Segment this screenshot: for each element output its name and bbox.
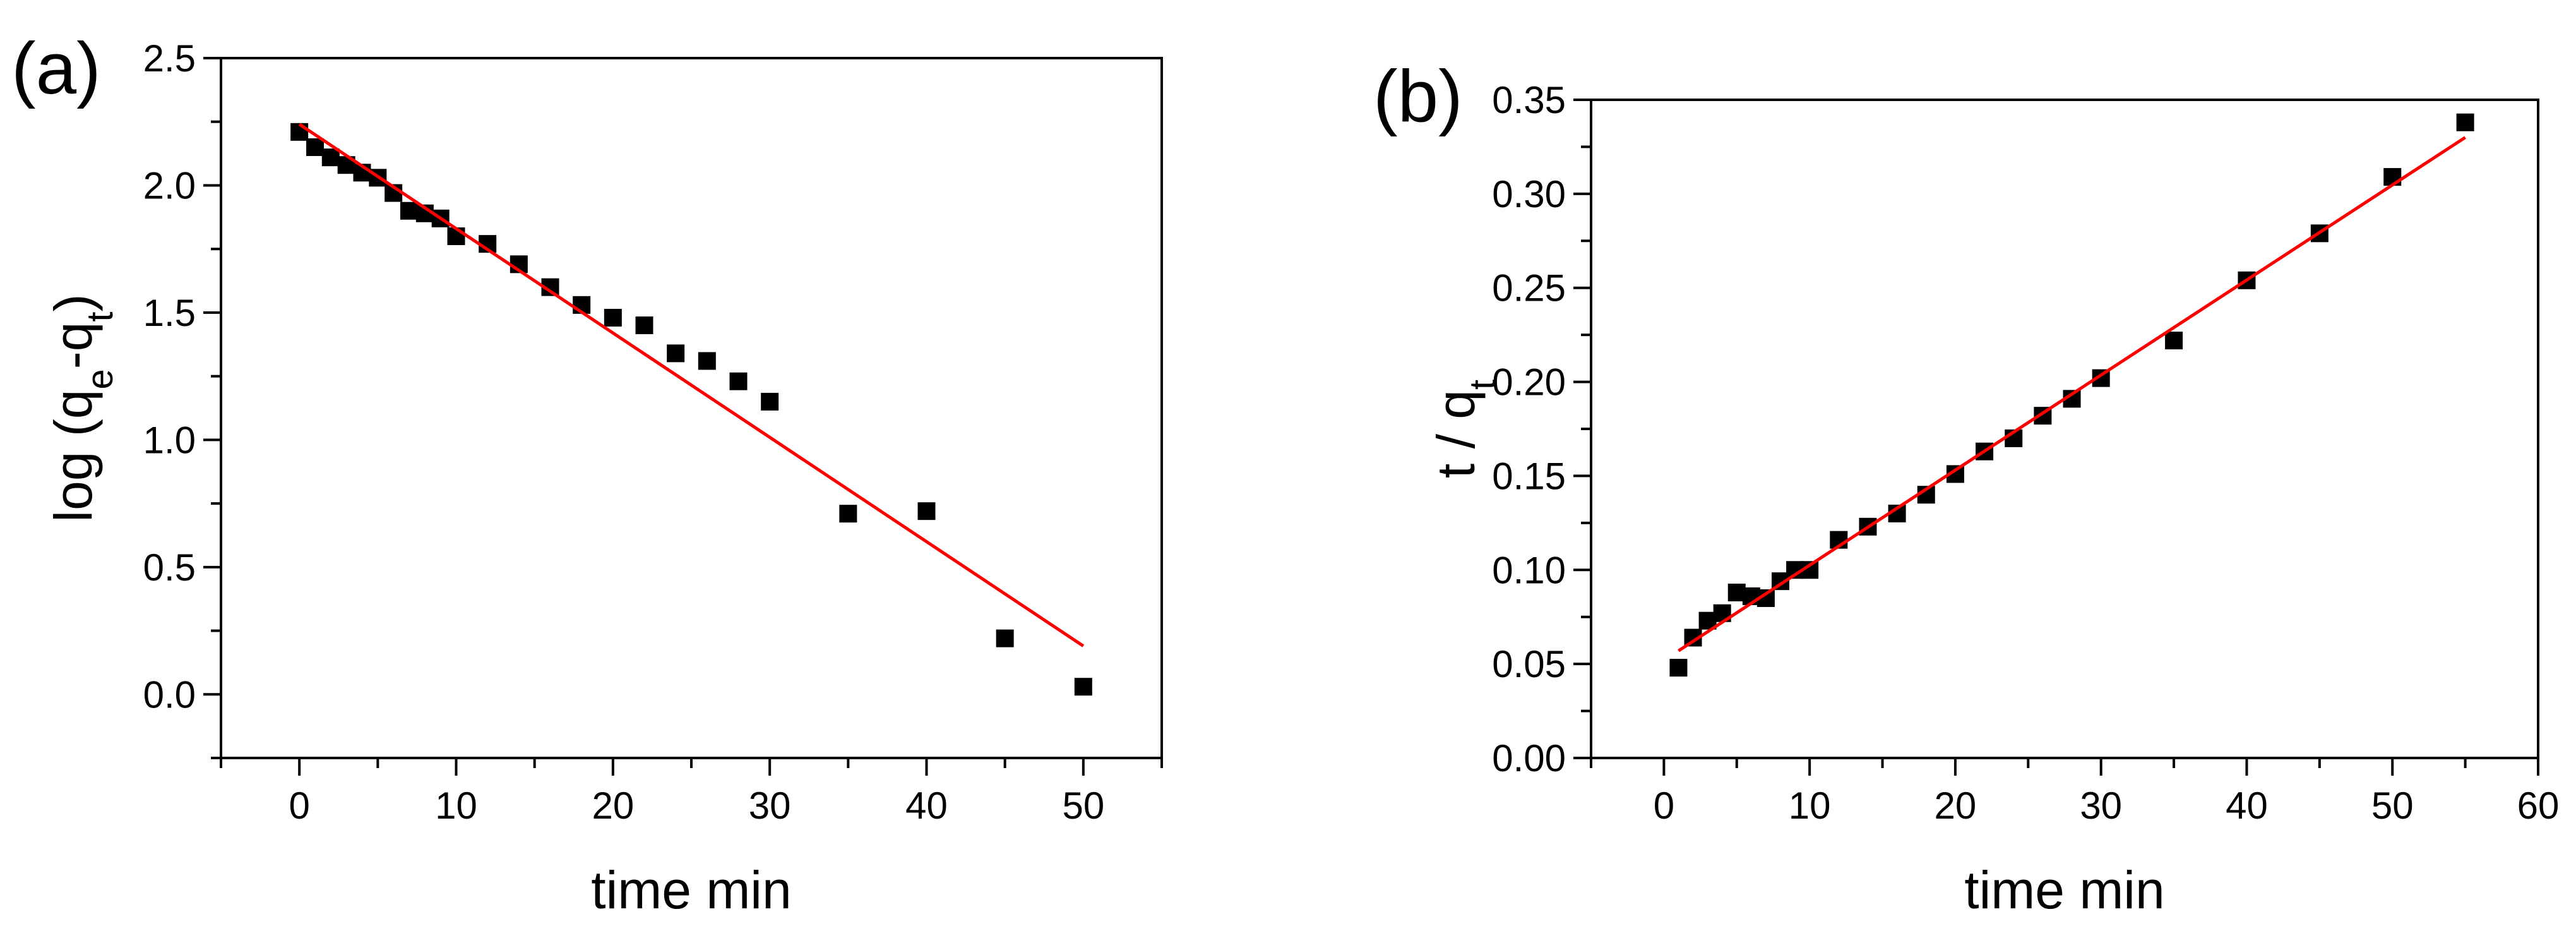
y-axis-title: t / qt bbox=[1426, 380, 1503, 478]
x-tick-label: 10 bbox=[1789, 785, 1831, 827]
x-axis-ticks bbox=[1590, 758, 2539, 776]
panel-label: (a) bbox=[11, 27, 101, 109]
y-tick-label: 0.10 bbox=[1492, 549, 1566, 591]
y-tick-label: 0.05 bbox=[1492, 643, 1566, 685]
data-point bbox=[1669, 659, 1688, 677]
y-tick-label: 0.0 bbox=[143, 673, 196, 716]
x-tick-label: 0 bbox=[1654, 785, 1674, 827]
plot-frame bbox=[220, 57, 1163, 759]
x-tick-label: 50 bbox=[1062, 785, 1104, 827]
fit-line bbox=[298, 123, 1085, 647]
data-point bbox=[839, 505, 857, 523]
x-tick-label: 40 bbox=[905, 785, 948, 827]
x-tick-label: 50 bbox=[2371, 785, 2414, 827]
y-tick-label: 0.00 bbox=[1492, 737, 1566, 779]
y-axis-ticks bbox=[203, 57, 221, 759]
fit-line bbox=[1678, 136, 2466, 652]
y-tick-label: 0.25 bbox=[1492, 267, 1566, 310]
data-point bbox=[917, 502, 936, 520]
data-point bbox=[667, 344, 685, 363]
x-tick-label: 30 bbox=[749, 785, 791, 827]
panel-b: 0 10 20 30 40 50 60 0.00 0.05 0.10 0.15 0.20 0.25 0.3… bbox=[1373, 55, 2559, 920]
x-tick-label: 40 bbox=[2226, 785, 2268, 827]
y-tick-label: 1.5 bbox=[143, 292, 196, 334]
panel-label: (b) bbox=[1373, 55, 1463, 137]
x-tick-label: 0 bbox=[289, 785, 309, 827]
panel-a: 0 10 20 30 40 50 0.0 0.5 1.0 1.5 2.0 2.5 time min log… bbox=[11, 27, 1163, 920]
data-points bbox=[1669, 113, 2474, 677]
y-tick-label: 0.5 bbox=[143, 546, 196, 589]
data-point bbox=[635, 316, 653, 335]
data-point bbox=[996, 629, 1014, 647]
data-point bbox=[400, 201, 418, 220]
y-tick-label: 0.15 bbox=[1492, 455, 1566, 497]
data-point bbox=[729, 372, 748, 390]
x-axis-ticks bbox=[220, 758, 1163, 776]
y-axis-title: log (qe-qt) bbox=[44, 294, 121, 522]
y-tick-label: 2.5 bbox=[143, 37, 196, 80]
data-point bbox=[1074, 678, 1092, 696]
data-point bbox=[698, 352, 716, 370]
data-point bbox=[2456, 113, 2474, 131]
data-point bbox=[2165, 332, 2183, 350]
y-tick-label: 0.30 bbox=[1492, 173, 1566, 215]
x-axis-title: time min bbox=[1964, 860, 2164, 920]
y-tick-label: 2.0 bbox=[143, 164, 196, 207]
y-tick-label: 0.35 bbox=[1492, 79, 1566, 121]
data-point bbox=[306, 138, 324, 157]
y-tick-label: 0.20 bbox=[1492, 361, 1566, 404]
x-tick-label: 20 bbox=[1935, 785, 1977, 827]
data-point bbox=[604, 308, 622, 327]
data-point bbox=[321, 148, 340, 167]
x-tick-label: 10 bbox=[435, 785, 477, 827]
x-axis-title: time min bbox=[591, 860, 791, 920]
data-points bbox=[290, 123, 1092, 696]
plot-frame bbox=[1590, 99, 2539, 759]
y-axis-ticks bbox=[1573, 99, 1591, 759]
x-tick-label: 20 bbox=[592, 785, 634, 827]
y-tick-label: 1.0 bbox=[143, 419, 196, 461]
x-tick-label: 30 bbox=[2080, 785, 2122, 827]
data-point bbox=[761, 392, 779, 411]
x-tick-label: 60 bbox=[2517, 785, 2560, 827]
